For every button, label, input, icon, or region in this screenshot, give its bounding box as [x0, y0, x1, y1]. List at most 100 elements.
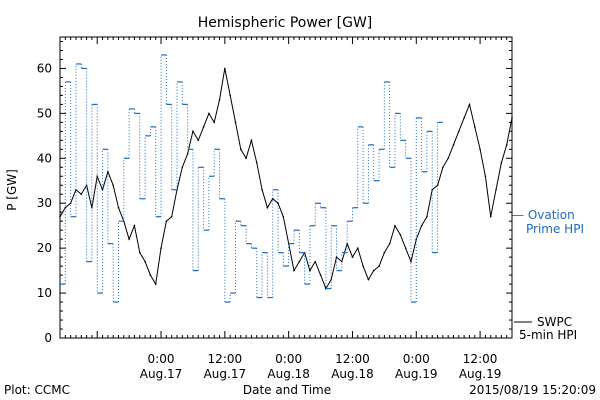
swpc-point [458, 130, 460, 133]
ovation-legend-line1: — Ovation [512, 208, 575, 222]
footer-timestamp: 2015/08/19 15:20:09 [469, 383, 596, 397]
swpc-point [351, 256, 354, 258]
y-tick-label: 40 [37, 151, 52, 165]
plot-frame [59, 36, 513, 339]
swpc-point [505, 144, 508, 146]
swpc-point [335, 256, 338, 258]
swpc-point [261, 188, 263, 191]
swpc-point [149, 274, 152, 276]
swpc-point [112, 184, 114, 187]
swpc-point [362, 265, 364, 267]
x-tick-date-label: Aug.19 [395, 367, 438, 381]
swpc-point [314, 260, 317, 263]
swpc-legend-line2: 5-min HPI [519, 328, 577, 342]
swpc-point [367, 278, 370, 281]
swpc-point [277, 202, 279, 205]
swpc-point [80, 193, 83, 196]
swpc-point [255, 161, 258, 164]
swpc-point [293, 269, 295, 272]
ovation-legend-line2: Prime HPI [526, 222, 584, 236]
swpc-point [298, 260, 301, 263]
swpc-point [128, 238, 130, 240]
x-tick-date-label: Aug.17 [140, 367, 183, 381]
x-axis-label: Date and Time [243, 383, 331, 397]
y-tick-label: 50 [37, 106, 52, 120]
swpc-legend-line1: SWPC [537, 315, 572, 329]
swpc-point [245, 157, 247, 160]
swpc-point [208, 112, 210, 115]
x-tick-label: 0:00 [403, 352, 430, 366]
x-tick-label: 0:00 [148, 352, 175, 366]
swpc-point [378, 265, 380, 267]
swpc-point [383, 251, 386, 254]
swpc-point [144, 260, 146, 263]
swpc-point [431, 188, 434, 191]
swpc-point [117, 206, 120, 209]
series-layer [59, 54, 513, 303]
swpc-point [282, 215, 285, 218]
swpc-point [192, 130, 194, 133]
swpc-point [442, 166, 444, 169]
swpc-point [420, 224, 423, 227]
x-tick-label: 0:00 [275, 352, 302, 366]
swpc-point [309, 269, 311, 272]
y-axis: 0 10 20 30 40 50 60 [37, 40, 512, 345]
swpc-point [489, 215, 492, 218]
x-tick-date-label: Aug.19 [459, 367, 502, 381]
swpc-series-line [59, 68, 513, 290]
swpc-point [59, 215, 61, 218]
x-axis: 0:00Aug.1712:00Aug.170:00Aug.1812:00Aug.… [59, 37, 513, 381]
swpc-point [394, 224, 396, 227]
x-tick-label: 12:00 [335, 352, 370, 366]
swpc-point [133, 224, 136, 227]
swpc-point [154, 283, 157, 285]
swpc-point [165, 220, 168, 222]
swpc-point [500, 161, 503, 164]
swpc-point [479, 148, 481, 151]
swpc-point [266, 206, 269, 209]
swpc-point [213, 121, 216, 124]
y-tick-label: 60 [37, 61, 52, 75]
swpc-point [181, 166, 184, 169]
swpc-point [388, 242, 391, 245]
swpc-point [234, 121, 237, 124]
swpc-point [224, 67, 226, 70]
swpc-point [404, 247, 407, 249]
swpc-point [160, 247, 162, 249]
footer-credit: Plot: CCMC [4, 383, 70, 397]
swpc-point [484, 175, 487, 178]
swpc-point [319, 274, 322, 276]
chart-title: Hemispheric Power [GW] [198, 15, 373, 31]
y-tick-label: 30 [37, 196, 52, 210]
swpc-point [463, 117, 465, 119]
swpc-point [229, 94, 231, 97]
swpc-point [202, 126, 205, 128]
swpc-point [250, 139, 253, 142]
x-tick-date-label: Aug.17 [204, 367, 247, 381]
swpc-point [399, 233, 402, 236]
x-tick-date-label: Aug.18 [331, 367, 374, 381]
y-axis-label: P [GW] [5, 169, 19, 211]
x-tick-label: 12:00 [208, 352, 243, 366]
y-tick-label: 10 [37, 286, 52, 300]
swpc-point [186, 153, 189, 155]
swpc-point [107, 170, 109, 173]
swpc-point [197, 139, 200, 142]
swpc-point [495, 188, 497, 191]
swpc-point [356, 247, 359, 249]
y-tick-label: 20 [37, 241, 52, 255]
x-tick-date-label: Aug.18 [267, 367, 310, 381]
swpc-point [218, 99, 221, 101]
swpc-point [426, 215, 428, 218]
swpc-point [372, 269, 375, 272]
swpc-point [170, 215, 173, 218]
swpc-point [138, 251, 141, 254]
swpc-point [447, 157, 449, 160]
swpc-point [240, 148, 242, 151]
swpc-point [473, 126, 476, 128]
ovation-prime-series [60, 54, 443, 303]
x-tick-label: 12:00 [463, 352, 498, 366]
swpc-point [511, 117, 513, 119]
